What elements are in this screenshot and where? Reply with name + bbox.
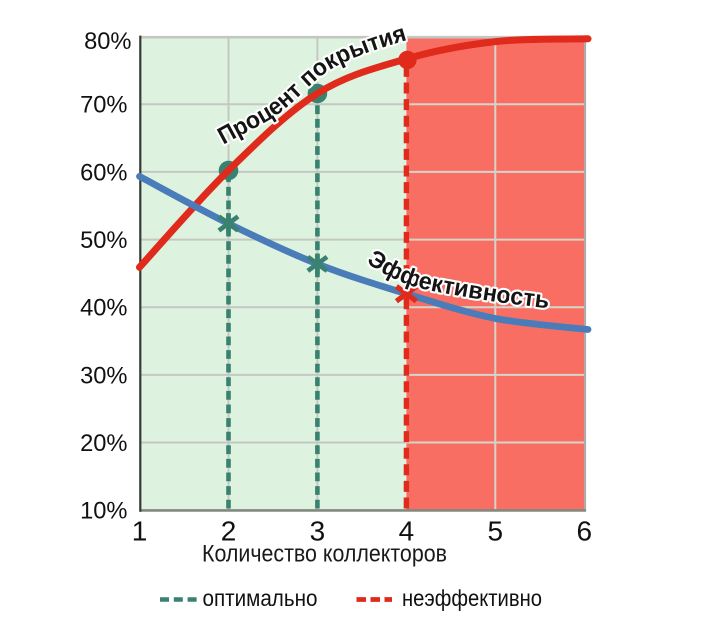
- svg-text:2: 2: [221, 516, 237, 547]
- svg-text:4: 4: [399, 516, 415, 547]
- svg-text:50%: 50%: [80, 228, 127, 254]
- svg-text:5: 5: [488, 516, 504, 547]
- svg-text:30%: 30%: [80, 363, 127, 389]
- svg-text:неэффективно: неэффективно: [402, 585, 542, 611]
- svg-text:60%: 60%: [80, 160, 127, 186]
- svg-text:оптимально: оптимально: [203, 585, 318, 611]
- svg-text:80%: 80%: [84, 29, 131, 55]
- svg-text:20%: 20%: [80, 431, 127, 457]
- svg-text:6: 6: [577, 516, 593, 547]
- svg-text:Количество коллекторов: Количество коллекторов: [202, 541, 447, 568]
- svg-text:10%: 10%: [80, 499, 127, 525]
- svg-text:40%: 40%: [80, 296, 127, 322]
- svg-text:70%: 70%: [80, 93, 127, 119]
- svg-text:1: 1: [132, 516, 148, 547]
- svg-text:3: 3: [310, 516, 326, 547]
